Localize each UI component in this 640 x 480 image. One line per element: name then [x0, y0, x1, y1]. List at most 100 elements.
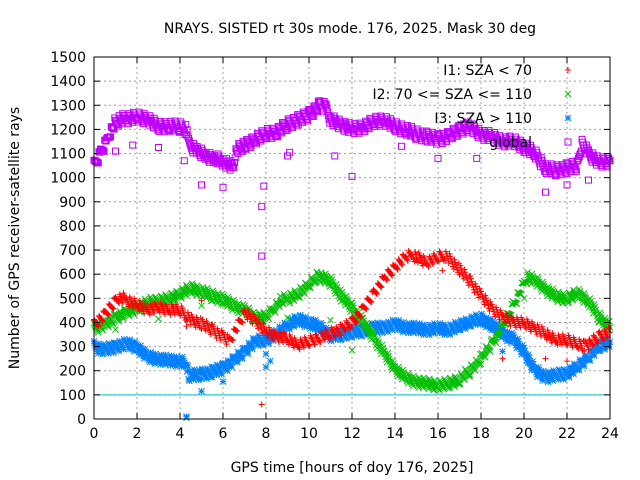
point	[327, 334, 334, 341]
point	[576, 288, 584, 295]
outlier-point	[260, 182, 268, 190]
point	[438, 325, 446, 333]
point	[446, 384, 453, 392]
point	[241, 302, 248, 310]
point	[202, 373, 210, 381]
point	[409, 329, 417, 336]
point	[340, 328, 347, 336]
point	[387, 323, 395, 331]
outlier-point	[397, 142, 405, 150]
point	[92, 341, 99, 349]
point	[211, 368, 219, 376]
point	[203, 375, 210, 382]
point	[302, 313, 309, 321]
point	[299, 319, 307, 327]
point	[270, 336, 277, 343]
point	[201, 371, 209, 379]
point	[565, 299, 572, 307]
point	[256, 333, 263, 341]
point	[420, 374, 428, 382]
point	[178, 363, 185, 371]
point	[464, 318, 471, 326]
point	[559, 374, 567, 382]
point	[518, 351, 526, 358]
point	[472, 283, 479, 290]
point	[378, 327, 385, 335]
point	[472, 280, 479, 287]
point	[197, 370, 205, 377]
point	[183, 126, 191, 134]
outlier-point	[266, 357, 274, 365]
point	[94, 322, 101, 329]
point	[522, 139, 530, 147]
outlier-point	[499, 348, 506, 355]
point	[254, 340, 261, 348]
point	[447, 321, 455, 328]
point	[383, 276, 390, 283]
point	[178, 353, 186, 361]
legend-label: I3: SZA > 110	[434, 111, 532, 127]
point	[445, 328, 453, 335]
outlier-point	[331, 152, 339, 160]
point	[419, 329, 427, 337]
point	[581, 292, 589, 299]
point	[304, 117, 312, 125]
x-tick-label: 18	[472, 426, 490, 442]
point	[414, 328, 422, 335]
point	[104, 350, 112, 357]
point	[194, 374, 202, 382]
point	[257, 324, 264, 331]
point	[215, 364, 223, 372]
point	[244, 350, 252, 357]
point	[352, 331, 359, 338]
point	[413, 324, 420, 331]
point	[486, 323, 493, 330]
outlier-point	[520, 294, 528, 302]
point	[264, 338, 272, 346]
point	[553, 372, 561, 380]
point	[178, 294, 185, 302]
point	[552, 338, 559, 345]
point	[504, 330, 512, 338]
point	[487, 298, 494, 305]
point	[507, 322, 514, 329]
outlier-point	[258, 203, 266, 211]
point	[127, 340, 135, 347]
point	[466, 120, 474, 128]
point	[469, 281, 476, 288]
point	[395, 318, 403, 326]
point	[201, 370, 208, 378]
point	[514, 335, 521, 343]
point	[306, 323, 314, 330]
point	[104, 311, 111, 318]
point	[255, 332, 263, 339]
point	[113, 342, 121, 350]
outlier-point	[349, 321, 355, 328]
outlier-point	[499, 355, 506, 362]
point	[233, 359, 241, 366]
point	[102, 345, 110, 353]
point	[430, 250, 437, 257]
point	[188, 371, 195, 378]
x-tick-label: 6	[219, 426, 228, 442]
outlier-point	[183, 413, 190, 420]
legend-label: I1: SZA < 70	[443, 63, 532, 79]
point	[313, 334, 320, 341]
point	[534, 363, 542, 371]
point	[471, 122, 479, 130]
point	[492, 339, 500, 347]
x-axis-label: GPS time [hours of doy 176, 2025]	[231, 460, 474, 476]
point	[307, 325, 314, 332]
point	[601, 328, 608, 335]
point	[399, 366, 407, 374]
point	[321, 336, 328, 343]
point	[344, 320, 351, 327]
point	[457, 262, 464, 269]
point	[580, 362, 588, 370]
point	[509, 331, 517, 339]
point	[109, 305, 116, 312]
point	[599, 334, 606, 341]
point	[249, 345, 256, 353]
point	[463, 316, 471, 324]
